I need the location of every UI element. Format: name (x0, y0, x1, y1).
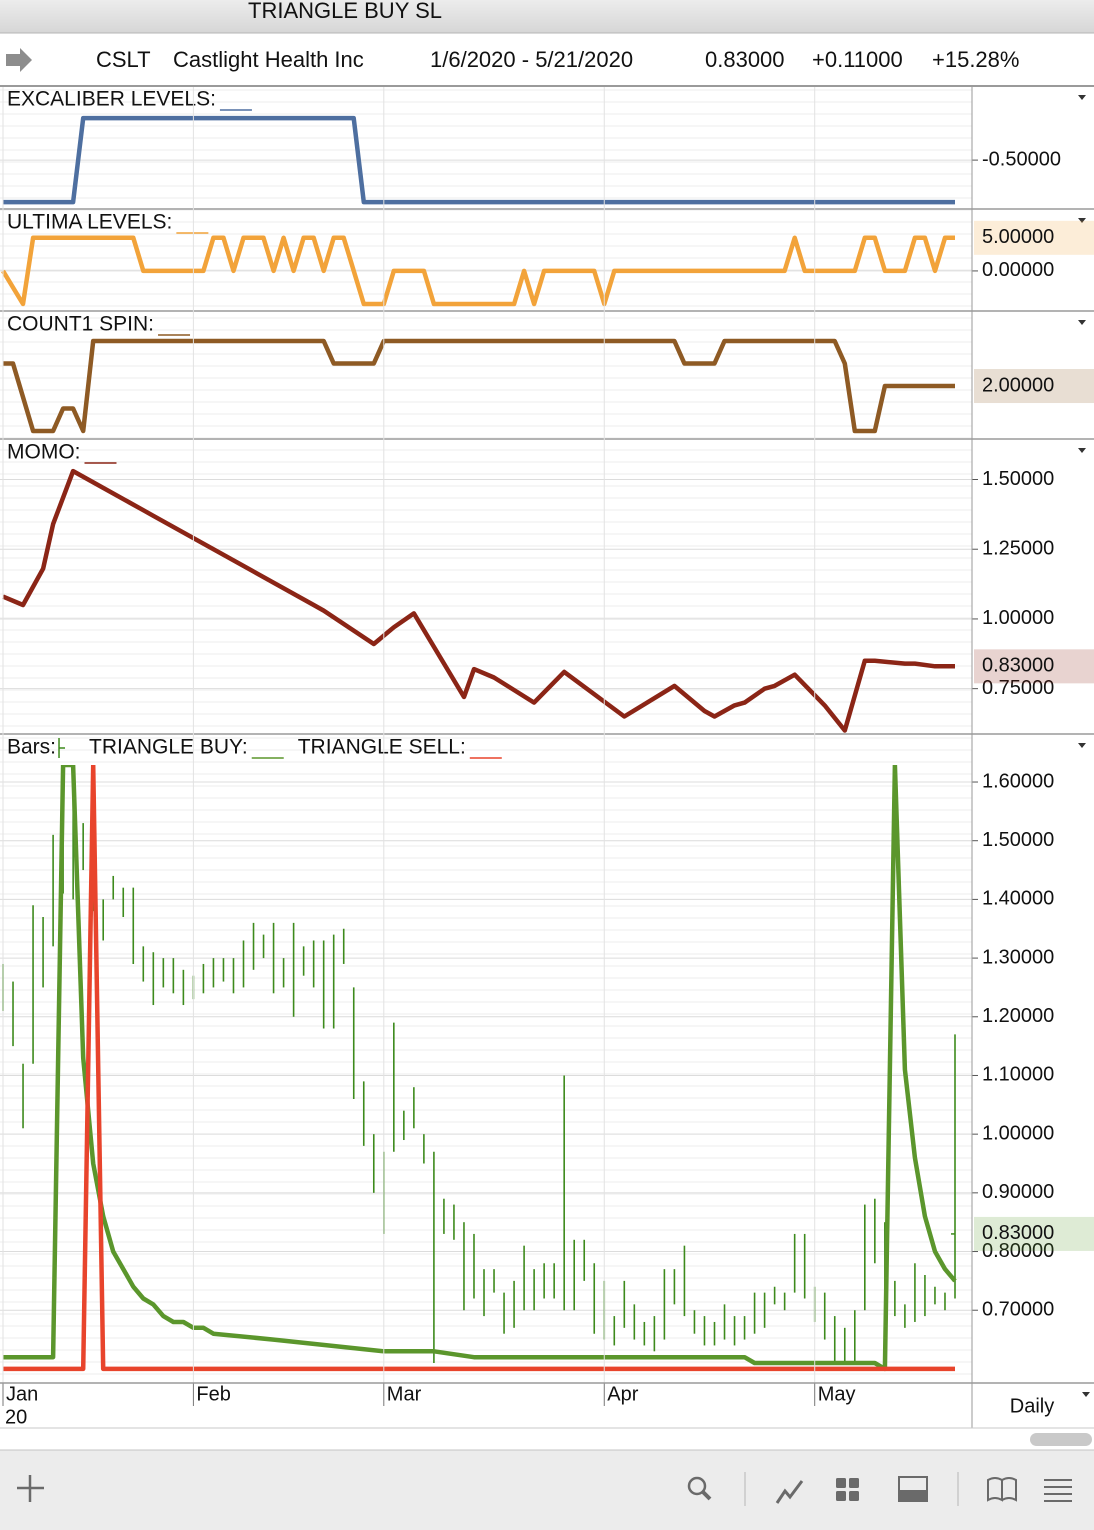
info-bar (0, 34, 1094, 85)
last-value-label: 5.00000 (982, 226, 1054, 248)
y-tick-label: 1.10000 (982, 1064, 1054, 1086)
y-tick-label: 1.60000 (982, 770, 1054, 792)
x-tick-label: Feb (196, 1383, 230, 1405)
y-tick-label: 0.70000 (982, 1299, 1054, 1321)
y-tick-label: 0.75000 (982, 677, 1054, 699)
minor-grid (0, 87, 972, 208)
x-tick-label: Mar (387, 1383, 422, 1405)
series-line (3, 765, 955, 1372)
legend-label: MOMO: (7, 441, 81, 464)
legend-swatch (58, 738, 66, 758)
title-bar (0, 0, 1094, 33)
y-tick-label: 1.00000 (982, 1122, 1054, 1144)
period-menu[interactable] (1082, 1392, 1090, 1397)
y-tick-label: 1.50000 (982, 829, 1054, 851)
change: +0.11000 (812, 47, 903, 72)
panel-button[interactable] (898, 1476, 928, 1502)
y-tick-label: -0.50000 (982, 148, 1061, 170)
change-pct: +15.28% (932, 47, 1019, 72)
charts: -0.50000 EXCALIBER LEVELS: 0.00000 ULTIMA L… (0, 87, 1094, 1428)
panel-menu[interactable] (1078, 95, 1086, 100)
plot-area (2, 765, 957, 1372)
legend-label: Bars: (7, 736, 56, 759)
scrollbar[interactable] (1030, 1433, 1092, 1446)
symbol: CSLT (96, 47, 151, 72)
x-year-label: 20 (5, 1406, 27, 1428)
y-tick-label: 1.00000 (982, 607, 1054, 629)
minor-grid (0, 735, 972, 1383)
legend-label: EXCALIBER LEVELS: (7, 88, 216, 111)
panel-menu[interactable] (1078, 743, 1086, 748)
panel-menu[interactable] (1078, 320, 1086, 325)
draw-button[interactable] (775, 1480, 804, 1504)
legend-label: ULTIMA LEVELS: (7, 211, 172, 234)
panel-menu[interactable] (1078, 448, 1086, 453)
x-tick-label: Jan (6, 1383, 38, 1405)
minor-grid (0, 210, 972, 310)
y-tick-label: 1.50000 (982, 468, 1054, 490)
x-tick-label: May (818, 1383, 856, 1405)
y-tick-label: 1.30000 (982, 946, 1054, 968)
chart-panel: 0.00000 ULTIMA LEVELS: 5.00000 (0, 208, 1094, 310)
nav-arrow[interactable] (6, 48, 32, 72)
search-button[interactable] (687, 1476, 712, 1501)
plot-area (1, 235, 955, 307)
last-value-badge (974, 369, 1094, 404)
y-tick-label: 1.20000 (982, 1005, 1054, 1027)
last-value-label: 2.00000 (982, 374, 1054, 396)
menu-button[interactable] (1044, 1479, 1072, 1502)
chart-panel: 0.70000 0.80000 0.90000 1.00000 1.10000 1.200… (0, 733, 1094, 1383)
last-price: 0.83000 (705, 47, 785, 72)
legend-label: TRIANGLE BUY: (89, 736, 248, 759)
panel-menu[interactable] (1078, 218, 1086, 223)
legend-label: TRIANGLE SELL: (298, 736, 466, 759)
y-tick-label: 0.80000 (982, 1240, 1054, 1262)
toolbar (0, 1450, 1094, 1530)
add-button[interactable] (17, 1475, 44, 1502)
plot-area (2, 468, 955, 733)
y-tick-label: 1.40000 (982, 888, 1054, 910)
company: Castlight Health Inc (173, 47, 364, 72)
x-tick-label: Apr (607, 1383, 638, 1405)
chart-panel: -0.50000 EXCALIBER LEVELS: (0, 87, 1086, 208)
last-value-badge (974, 220, 1094, 255)
date-range: 1/6/2020 - 5/21/2020 (430, 47, 633, 72)
y-tick-label: 1.25000 (982, 538, 1054, 560)
last-value-badge (974, 649, 1094, 684)
y-tick-label: 0.00000 (982, 259, 1054, 281)
minor-grid (0, 440, 972, 733)
series-line (3, 338, 955, 434)
last-value-label: 0.83000 (982, 655, 1054, 677)
legend-label: COUNT1 SPIN: (7, 313, 154, 336)
book-button[interactable] (987, 1477, 1017, 1502)
series-line (3, 115, 955, 205)
chart-panel: COUNT1 SPIN: 2.00000 (0, 310, 1094, 438)
minor-grid (0, 312, 972, 438)
last-value-badge (974, 1216, 1094, 1251)
plot-area (3, 115, 955, 205)
last-value-label: 0.83000 (982, 1222, 1054, 1244)
y-tick-label: 0.90000 (982, 1181, 1054, 1203)
chart-panel: 0.75000 1.00000 1.25000 1.50000 MOMO: 0.83000 (0, 438, 1094, 733)
window-title: TRIANGLE BUY SL (248, 0, 442, 23)
series-line (2, 468, 955, 733)
layout-button[interactable] (836, 1478, 859, 1501)
period-label[interactable]: Daily (1010, 1395, 1054, 1417)
series-line (1, 235, 955, 307)
plot-area (3, 338, 955, 434)
